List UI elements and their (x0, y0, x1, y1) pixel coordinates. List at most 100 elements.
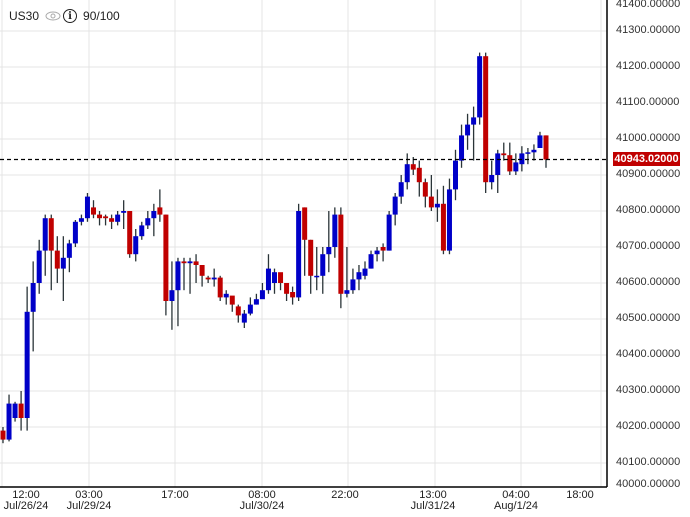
time-tick-label: 08:00 Jul/30/24 (239, 489, 285, 512)
candle-body[interactable] (97, 214, 103, 219)
candle-body[interactable] (205, 277, 211, 280)
candle-body[interactable] (428, 196, 434, 208)
candle-body[interactable] (356, 272, 362, 280)
candle-body[interactable] (217, 277, 223, 298)
candle-body[interactable] (235, 306, 241, 316)
candle-body[interactable] (24, 311, 30, 418)
candle-body[interactable] (368, 254, 374, 269)
candle-body[interactable] (91, 207, 96, 215)
candle-body[interactable] (398, 182, 404, 197)
candle-body[interactable] (187, 261, 193, 264)
candle-body[interactable] (513, 162, 519, 172)
candle-body[interactable] (338, 214, 344, 294)
candle-body[interactable] (278, 272, 284, 283)
candle-body[interactable] (66, 243, 72, 258)
candle-body[interactable] (12, 403, 18, 418)
candle-body[interactable] (477, 56, 483, 118)
candle-body[interactable] (290, 292, 296, 298)
candle-body[interactable] (157, 207, 163, 215)
candle-body[interactable] (525, 152, 531, 154)
candle-body[interactable] (229, 295, 235, 305)
candle-body[interactable] (362, 268, 368, 276)
candle-body[interactable] (344, 290, 350, 294)
candle-body[interactable] (253, 299, 259, 305)
candle-body[interactable] (465, 124, 471, 136)
candle-body[interactable] (72, 221, 78, 244)
candle-body[interactable] (42, 218, 48, 251)
eye-icon[interactable] (45, 11, 61, 21)
candle-body[interactable] (199, 265, 205, 276)
candle-body[interactable] (302, 207, 308, 240)
candle-body[interactable] (211, 277, 217, 280)
candle-body[interactable] (30, 283, 36, 312)
candle-body[interactable] (489, 175, 495, 183)
candle-body[interactable] (6, 403, 12, 440)
candle-body[interactable] (410, 164, 416, 170)
candle-body[interactable] (103, 216, 109, 219)
candle-body[interactable] (272, 272, 277, 283)
candle-body[interactable] (320, 254, 326, 276)
price-tick-label: 41400.00000 (616, 0, 681, 10)
candle-body[interactable] (453, 160, 458, 190)
candle-body[interactable] (223, 293, 229, 298)
candle-body[interactable] (519, 153, 525, 165)
candle-body[interactable] (350, 279, 356, 291)
candle-body[interactable] (151, 211, 157, 219)
candle-body[interactable] (181, 261, 187, 264)
candle-body[interactable] (163, 214, 169, 301)
candle-body[interactable] (139, 225, 145, 237)
candle-body[interactable] (241, 313, 247, 323)
candle-body[interactable] (380, 247, 386, 251)
candle-body[interactable] (314, 275, 320, 278)
candle-body[interactable] (121, 211, 127, 213)
candle-body[interactable] (54, 250, 60, 269)
candle-body[interactable] (483, 56, 489, 183)
candle-body[interactable] (284, 283, 290, 294)
candle-body[interactable] (133, 236, 139, 255)
info-icon[interactable]: i (63, 9, 78, 23)
candle-body[interactable] (109, 218, 115, 222)
candle-body[interactable] (404, 164, 410, 183)
candle-body[interactable] (531, 149, 537, 153)
candle-body[interactable] (459, 135, 465, 161)
candle-body[interactable] (247, 304, 253, 314)
price-tick-label: 40700.00000 (616, 240, 681, 252)
symbol-label: US30 (9, 9, 40, 23)
candle-body[interactable] (440, 203, 446, 251)
candle-body[interactable] (175, 261, 181, 291)
candle-body[interactable] (169, 290, 175, 301)
candle-body[interactable] (115, 214, 121, 222)
candle-body[interactable] (78, 218, 84, 222)
candle-body[interactable] (374, 250, 380, 255)
candle-body[interactable] (471, 117, 477, 125)
candle-body[interactable] (84, 196, 90, 219)
candle-body[interactable] (308, 239, 314, 276)
candle-body[interactable] (259, 290, 265, 300)
time-tick-label: 12:00 Jul/26/24 (3, 489, 49, 512)
candle-body[interactable] (434, 203, 440, 208)
candle-body[interactable] (36, 250, 42, 283)
candle-body[interactable] (416, 167, 422, 183)
candle-body[interactable] (543, 135, 549, 160)
candle-body[interactable] (265, 268, 271, 291)
candle-body[interactable] (446, 189, 452, 251)
candle-body[interactable] (127, 211, 133, 255)
candle-body[interactable] (18, 403, 24, 418)
candle-body[interactable] (60, 257, 66, 269)
candle-body[interactable] (422, 182, 428, 197)
candle-body[interactable] (507, 155, 513, 172)
candle-body[interactable] (537, 135, 543, 148)
candle-body[interactable] (332, 214, 338, 247)
candle-body[interactable] (296, 211, 302, 298)
candle-body[interactable] (501, 153, 507, 156)
candle-body[interactable] (495, 153, 501, 175)
candle-body[interactable] (392, 196, 398, 215)
candle-body[interactable] (48, 218, 54, 251)
candle-body[interactable] (145, 218, 151, 226)
candle-body[interactable] (193, 261, 199, 265)
candle-body[interactable] (0, 430, 6, 440)
candle-body[interactable] (386, 214, 392, 251)
candle-body[interactable] (326, 247, 332, 255)
